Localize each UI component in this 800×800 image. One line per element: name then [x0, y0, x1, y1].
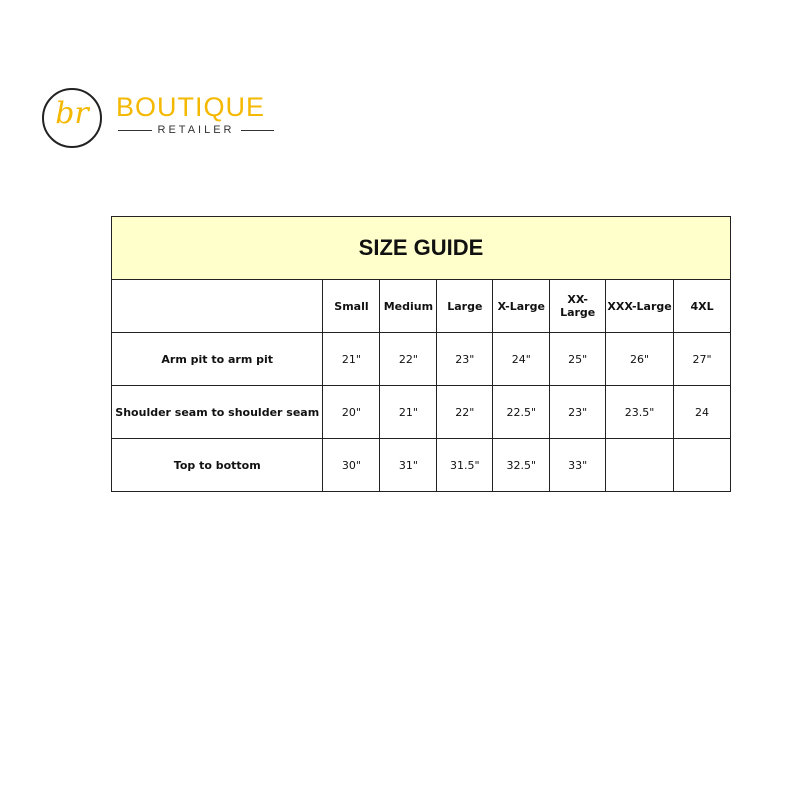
column-header	[110, 279, 324, 333]
measurement-cell: 24	[673, 385, 731, 439]
measurement-cell: 22"	[436, 385, 494, 439]
column-header: Small	[322, 279, 381, 333]
measurement-cell: 21"	[322, 332, 381, 386]
measurement-cell: 25"	[549, 332, 607, 386]
measurement-cell	[673, 438, 731, 492]
row-label: Shoulder seam to shoulder seam	[110, 385, 324, 439]
divider	[118, 129, 152, 131]
column-header: XXX-Large	[605, 279, 675, 333]
logo-subtitle-text: RETAILER	[157, 124, 235, 136]
measurement-cell: 26"	[605, 332, 675, 386]
measurement-cell: 31"	[379, 438, 438, 492]
column-header: X-Large	[492, 279, 551, 333]
measurement-cell: 23.5"	[605, 385, 675, 439]
table-row: Top to bottom 30" 31" 31.5" 32.5" 33"	[110, 438, 731, 492]
logo-circle	[42, 88, 102, 148]
logo-subtitle: RETAILER	[118, 124, 275, 136]
measurement-cell: 24"	[492, 332, 551, 386]
divider	[240, 129, 275, 131]
column-header: XX-Large	[549, 279, 607, 333]
measurement-cell: 21"	[379, 385, 438, 439]
measurement-cell: 32.5"	[492, 438, 551, 492]
column-header: Large	[436, 279, 494, 333]
column-header: 4XL	[673, 279, 731, 333]
measurement-cell: 31.5"	[436, 438, 494, 492]
measurement-cell	[605, 438, 675, 492]
measurement-cell: 30"	[322, 438, 381, 492]
measurement-cell: 23"	[549, 385, 607, 439]
table-row: Arm pit to arm pit 21" 22" 23" 24" 25" 26" 27"	[110, 332, 731, 386]
logo-monogram: br	[55, 96, 89, 131]
measurement-cell: 22.5"	[492, 385, 551, 439]
table-title: SIZE GUIDE	[111, 216, 731, 280]
row-label: Top to bottom	[110, 438, 324, 492]
header-row: Small Medium Large X-Large XX-Large XXX-Large…	[110, 279, 731, 333]
size-guide-table: SIZE GUIDE Small Medium Large X-Large XX-Lar…	[110, 216, 731, 492]
measurement-cell: 20"	[322, 385, 381, 439]
row-label: Arm pit to arm pit	[110, 332, 324, 386]
brand-logo: br BOUTIQUE RETAILER	[40, 86, 280, 150]
table-row: Shoulder seam to shoulder seam 20" 21" 22" 2…	[110, 385, 731, 439]
measurement-cell: 23"	[436, 332, 494, 386]
measurement-cell: 33"	[549, 438, 607, 492]
logo-brand-name: BOUTIQUE	[116, 92, 266, 122]
measurement-cell: 27"	[673, 332, 731, 386]
column-header: Medium	[379, 279, 438, 333]
measurement-cell: 22"	[379, 332, 438, 386]
